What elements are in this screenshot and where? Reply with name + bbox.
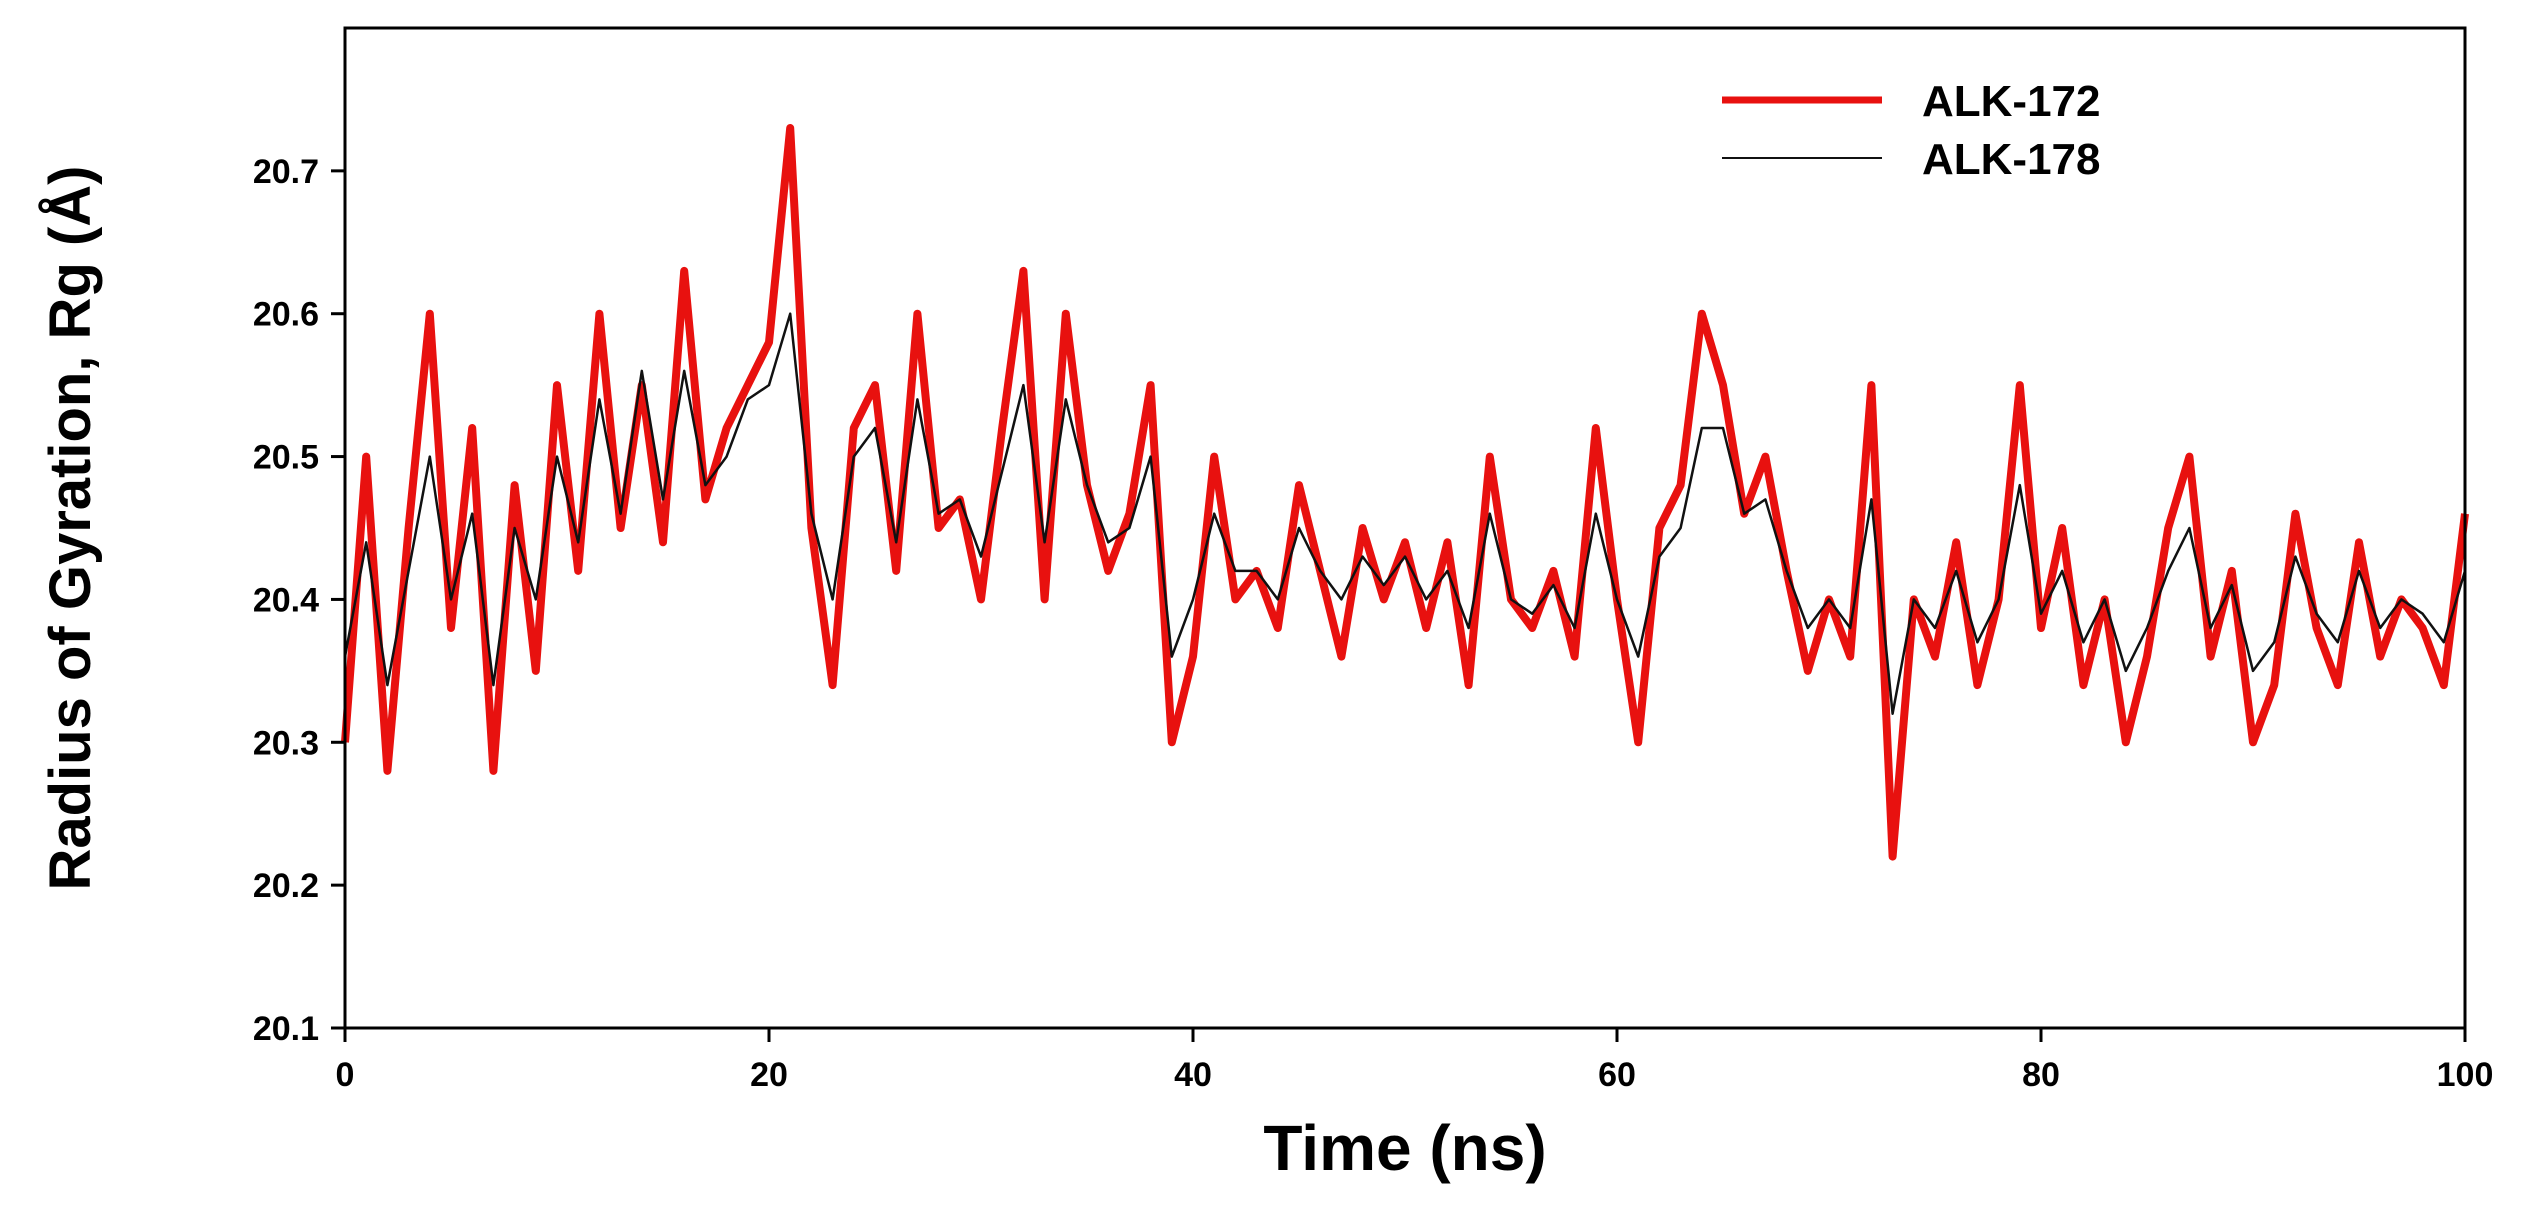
x-axis-title: Time (ns)	[1263, 1112, 1546, 1184]
plot-series	[341, 124, 2469, 861]
x-tick-label: 0	[336, 1056, 355, 1094]
y-axis: 20.1 20.2 20.3 20.4 20.5 20.6 20.7	[253, 153, 345, 1048]
legend: ALK-172 ALK-178	[1722, 77, 2101, 184]
y-tick-label: 20.4	[253, 581, 319, 619]
legend-label-alk-172: ALK-172	[1922, 77, 2101, 126]
y-tick-label: 20.3	[253, 724, 319, 762]
x-tick-label: 60	[1598, 1056, 1636, 1094]
series-line-alk-178	[343, 312, 2467, 715]
y-tick-label: 20.5	[253, 439, 319, 477]
x-tick-label: 80	[2022, 1056, 2060, 1094]
x-tick-label: 20	[750, 1056, 788, 1094]
x-axis: 0 20 40 60 80 100	[336, 1028, 2494, 1094]
y-axis-title: Radius of Gyration, Rg (Å)	[38, 166, 103, 891]
x-tick-label: 100	[2437, 1056, 2494, 1094]
x-tick-label: 40	[1174, 1056, 1212, 1094]
y-tick-label: 20.6	[253, 296, 319, 334]
y-tick-label: 20.1	[253, 1010, 319, 1048]
legend-label-alk-178: ALK-178	[1922, 135, 2101, 184]
series-line-alk-172	[341, 124, 2469, 861]
y-tick-label: 20.2	[253, 867, 319, 905]
plot-frame	[343, 26, 2467, 1030]
y-tick-label: 20.7	[253, 153, 319, 191]
